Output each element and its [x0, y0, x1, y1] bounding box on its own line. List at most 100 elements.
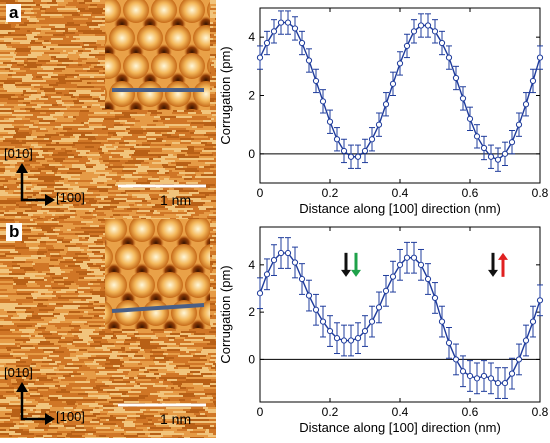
data-point	[376, 122, 381, 127]
data-point	[460, 369, 465, 374]
data-point	[509, 371, 514, 376]
stm-image-a-svg	[0, 0, 216, 219]
x-tick-label: 0.2	[322, 186, 339, 200]
stm-image-b	[0, 219, 216, 438]
y-tick-label: 0	[248, 352, 255, 366]
data-point	[516, 122, 521, 127]
stm-image-b-svg	[0, 219, 216, 438]
data-point	[299, 276, 304, 281]
data-point	[313, 307, 318, 312]
scale-label-a: 1 nm	[160, 192, 191, 208]
data-point	[390, 81, 395, 86]
x-tick-label: 0.4	[392, 186, 409, 200]
y-axis-label: Corrugation (pm)	[218, 265, 233, 363]
data-point	[264, 40, 269, 45]
data-point	[467, 116, 472, 121]
data-point	[327, 119, 332, 124]
data-point	[341, 148, 346, 153]
data-point	[404, 255, 409, 260]
scale-label-b: 1 nm	[160, 411, 191, 427]
data-point	[530, 319, 535, 324]
data-point	[530, 78, 535, 83]
data-point	[348, 338, 353, 343]
x-axis-label: Distance along [100] direction (nm)	[299, 201, 501, 216]
data-point	[488, 154, 493, 159]
data-point	[446, 340, 451, 345]
data-point	[355, 336, 360, 341]
data-point	[523, 338, 528, 343]
stm-image-a	[0, 0, 216, 219]
data-point	[383, 288, 388, 293]
x-tick-label: 0.8	[532, 405, 549, 419]
data-point	[474, 376, 479, 381]
dir-y-label-b: [010]	[4, 365, 33, 380]
data-point	[488, 376, 493, 381]
y-tick-label: 4	[248, 258, 255, 272]
data-point	[418, 23, 423, 28]
data-point	[495, 380, 500, 385]
y-tick-label: 2	[248, 89, 255, 103]
data-point	[446, 55, 451, 60]
data-point	[411, 29, 416, 34]
data-point	[495, 157, 500, 162]
data-point	[285, 20, 290, 25]
data-point	[425, 23, 430, 28]
data-point	[383, 102, 388, 107]
data-point	[439, 319, 444, 324]
dir-x-label-b: [100]	[56, 409, 85, 424]
data-point	[467, 373, 472, 378]
data-point	[278, 20, 283, 25]
data-point	[481, 373, 486, 378]
data-point	[362, 148, 367, 153]
data-point	[537, 298, 542, 303]
data-point	[397, 262, 402, 267]
data-point	[320, 319, 325, 324]
x-axis-label: Distance along [100] direction (nm)	[299, 420, 501, 435]
x-tick-label: 0	[257, 405, 264, 419]
data-point	[432, 295, 437, 300]
data-point	[285, 250, 290, 255]
data-point	[271, 29, 276, 34]
x-tick-label: 0.8	[532, 186, 549, 200]
data-point	[306, 58, 311, 63]
y-tick-label: 4	[248, 30, 255, 44]
data-point	[257, 55, 262, 60]
data-point	[327, 328, 332, 333]
y-axis-label: Corrugation (pm)	[218, 46, 233, 144]
panel-label-b: b	[6, 223, 22, 241]
data-point	[502, 380, 507, 385]
data-point	[397, 61, 402, 66]
data-point	[271, 258, 276, 263]
y-tick-label: 2	[248, 305, 255, 319]
data-point	[348, 154, 353, 159]
data-point	[369, 319, 374, 324]
data-point	[334, 137, 339, 142]
x-tick-label: 0.2	[322, 405, 339, 419]
data-point	[502, 151, 507, 156]
data-point	[439, 40, 444, 45]
data-point	[341, 338, 346, 343]
data-point	[257, 291, 262, 296]
data-point	[516, 357, 521, 362]
x-tick-label: 0.6	[462, 186, 479, 200]
data-point	[390, 274, 395, 279]
data-point	[453, 75, 458, 80]
x-tick-label: 0	[257, 186, 264, 200]
dir-x-label-a: [100]	[56, 190, 85, 205]
data-point	[460, 96, 465, 101]
data-point	[523, 102, 528, 107]
data-point	[418, 262, 423, 267]
data-point	[376, 305, 381, 310]
x-tick-label: 0.4	[392, 405, 409, 419]
data-point	[425, 276, 430, 281]
data-point	[313, 78, 318, 83]
data-point	[432, 29, 437, 34]
data-point	[362, 328, 367, 333]
data-point	[278, 250, 283, 255]
data-point	[306, 293, 311, 298]
dir-y-label-a: [010]	[4, 146, 33, 161]
